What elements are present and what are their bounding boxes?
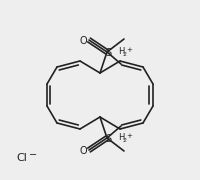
Text: S: S — [104, 134, 111, 144]
Text: 2: 2 — [122, 51, 126, 57]
Text: 2: 2 — [122, 138, 126, 143]
Text: O: O — [79, 146, 86, 156]
Text: −: − — [29, 150, 37, 160]
Text: +: + — [125, 47, 131, 53]
Text: H: H — [117, 46, 124, 55]
Text: S: S — [104, 48, 111, 58]
Text: O: O — [79, 36, 86, 46]
Text: H: H — [117, 132, 124, 141]
Text: +: + — [125, 133, 131, 139]
Text: Cl: Cl — [16, 153, 27, 163]
